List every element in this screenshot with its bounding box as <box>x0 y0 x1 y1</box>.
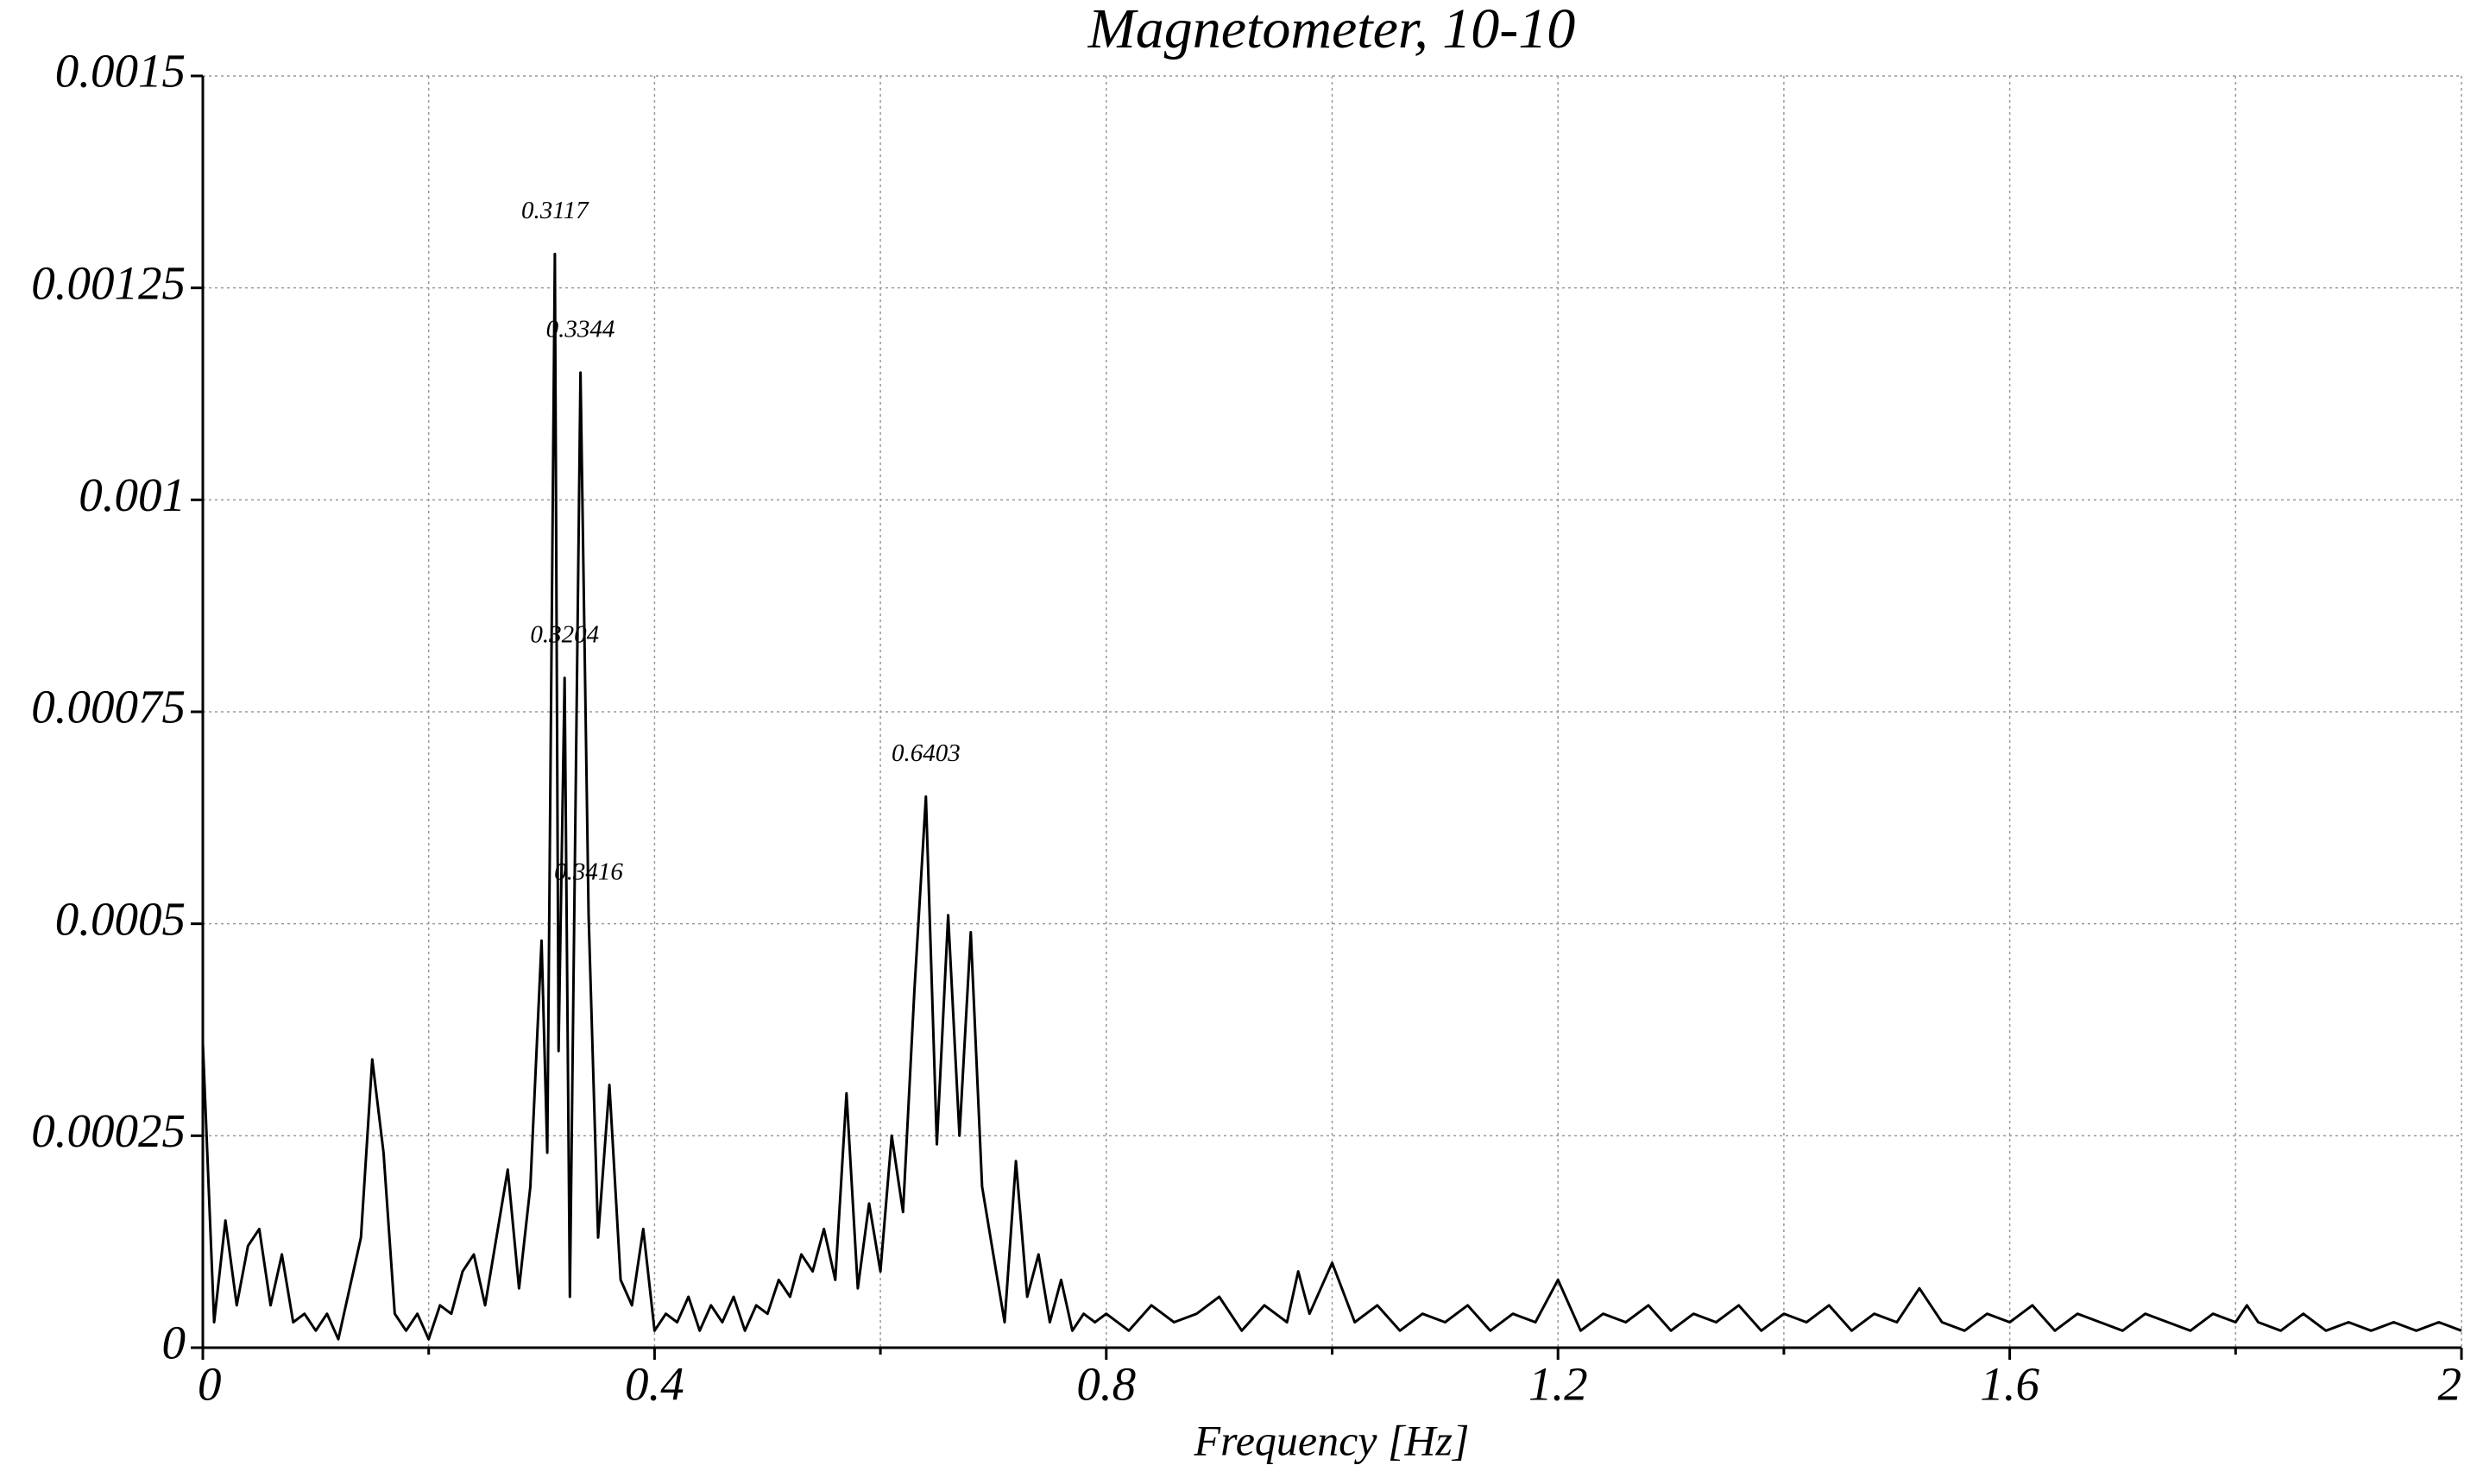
peak-annotation: 0.3416 <box>554 858 623 885</box>
x-tick-label: 2 <box>2438 1358 2462 1411</box>
x-axis-label: Frequency [Hz] <box>1194 1416 1470 1464</box>
y-tick-label: 0.0015 <box>55 45 186 97</box>
y-tick-label: 0.00025 <box>31 1104 186 1157</box>
chart-title: Magnetometer, 10-10 <box>1087 0 1576 60</box>
x-tick-label: 1.2 <box>1528 1358 1588 1411</box>
x-tick-label: 0 <box>198 1358 222 1411</box>
peak-annotation: 0.3117 <box>521 197 589 224</box>
y-tick-label: 0.001 <box>79 468 186 521</box>
y-tick-label: 0.00075 <box>31 681 186 733</box>
peak-annotation: 0.3204 <box>530 620 599 648</box>
x-tick-label: 1.6 <box>1980 1358 2039 1411</box>
x-tick-label: 0.4 <box>625 1358 684 1411</box>
y-tick-label: 0.0005 <box>55 892 186 945</box>
x-tick-label: 0.8 <box>1076 1358 1136 1411</box>
peak-annotation: 0.6403 <box>892 739 961 767</box>
peak-annotation: 0.3344 <box>546 316 615 343</box>
y-tick-label: 0 <box>162 1317 186 1369</box>
line-series <box>201 252 2462 1341</box>
y-tick-label: 0.00125 <box>31 256 186 309</box>
